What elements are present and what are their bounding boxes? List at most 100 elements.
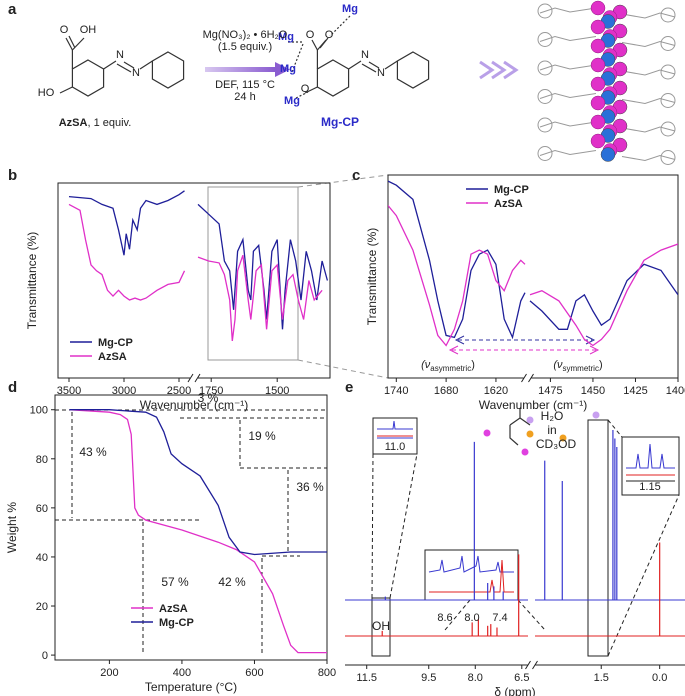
y-tick-label: 80 (36, 454, 48, 466)
annotation-open: (ν (421, 359, 431, 371)
x-tick-label: 11.5 (356, 672, 377, 684)
zoom-connector (297, 359, 389, 379)
x-tick-label: 6.5 (514, 672, 529, 684)
chevrons (479, 60, 519, 80)
bond (65, 35, 85, 51)
axis-break (521, 373, 534, 383)
marker (592, 411, 600, 419)
annotation-open: (ν (553, 359, 563, 371)
ligand (539, 92, 597, 99)
x-tick-label: 1.5 (594, 672, 609, 684)
ligand-ring (537, 117, 553, 133)
ligand-ring (537, 60, 553, 76)
atom (590, 76, 606, 92)
bond (59, 86, 73, 94)
x-tick-label: 1400 (666, 385, 685, 397)
annotation: 7.4 (492, 612, 507, 624)
atom-label: O (60, 24, 69, 36)
bond (311, 37, 329, 51)
bond (348, 60, 398, 70)
legend-label: AzSA (98, 351, 127, 363)
x-axis-label: Wavenumber (cm⁻¹) (479, 398, 588, 412)
series-line (388, 205, 678, 347)
marker (559, 434, 567, 442)
x-axis-label: Temperature (°C) (145, 680, 237, 694)
annotation: 11.0 (385, 441, 406, 453)
axis-break (525, 660, 538, 670)
annotation: OH (372, 619, 390, 633)
series-line (69, 409, 327, 654)
annotation: 8.6 (437, 612, 452, 624)
ring (396, 51, 430, 89)
ligand-ring (537, 3, 553, 19)
x-tick-label: 1425 (623, 385, 647, 397)
annotation: 3 % (198, 391, 219, 405)
reactant-label: AzSA, 1 equiv. (59, 117, 132, 129)
zoom-box (207, 186, 299, 361)
bond (361, 63, 377, 73)
atom (590, 0, 606, 16)
y-axis-label: Transmittance (%) (25, 232, 39, 330)
atom-label: Mg (284, 95, 300, 107)
ligand (539, 35, 597, 42)
charts: 3500 3000 2500 1750 1500 Wavenumber (cm⁻¹) Tra… (5, 174, 685, 696)
atom-label: Mg (342, 3, 358, 15)
zoom-connector (297, 174, 389, 188)
reaction-time: 24 h (234, 91, 255, 103)
atom-label: O (306, 29, 315, 41)
ligand-ring (537, 146, 553, 161)
x-axis-label: Wavenumber (cm⁻¹) (140, 398, 249, 412)
arrow-heads (448, 345, 600, 355)
series-line (68, 203, 323, 341)
annotation: 36 % (296, 480, 324, 494)
x-tick-label: 600 (245, 667, 263, 679)
ligand (621, 40, 676, 48)
x-tick-label: 1680 (434, 385, 458, 397)
inset-trace (428, 555, 514, 573)
annotation-sub: symmetric (563, 364, 599, 373)
legend-label: Mg-CP (159, 617, 194, 629)
inset-trace (626, 443, 675, 469)
atom-label: Mg (278, 31, 294, 43)
x-tick-label: 1620 (484, 385, 508, 397)
zoom-connectors (371, 419, 680, 657)
polymer-chain (537, 0, 676, 165)
ligand-ring (660, 64, 676, 80)
tga-guides (55, 409, 327, 654)
x-tick-label: 1475 (538, 385, 562, 397)
legend-label: Mg-CP (98, 337, 133, 349)
y-tick-label: 0 (42, 650, 48, 662)
annotation: 43 % (79, 445, 107, 459)
y-tick-label: 60 (36, 503, 48, 515)
annotation: in (547, 423, 556, 437)
y-tick-label: 40 (36, 552, 48, 564)
legend-label: AzSA (494, 198, 523, 210)
ligand-ring (660, 36, 676, 51)
zoom-box (371, 597, 391, 657)
atom (590, 38, 606, 54)
reagent-amount: (1.5 equiv.) (218, 41, 272, 53)
x-tick-label: 9.5 (421, 672, 436, 684)
bond (116, 63, 132, 73)
x-tick-label: 400 (173, 667, 191, 679)
axis-break-gap (190, 375, 198, 381)
annotation: H₂O (541, 409, 564, 423)
atom (590, 19, 606, 35)
scheme-graphics (205, 60, 519, 80)
x-tick-label: 1750 (199, 385, 223, 397)
annotation-close: ) (599, 359, 603, 371)
series-line (69, 409, 327, 556)
ligand-ring (537, 89, 553, 104)
ligand (539, 64, 597, 71)
axis-break (187, 373, 201, 383)
x-tick-label: 0.0 (652, 672, 667, 684)
product-label: Mg-CP (321, 115, 359, 129)
reactant-note: , 1 equiv. (87, 117, 131, 129)
series-line (68, 190, 329, 330)
conditions: DEF, 115 °C (215, 79, 275, 91)
bond (103, 60, 153, 70)
annotation: 8.0 (464, 612, 479, 624)
atom (590, 95, 606, 111)
reactant-name: AzSA (59, 117, 88, 129)
